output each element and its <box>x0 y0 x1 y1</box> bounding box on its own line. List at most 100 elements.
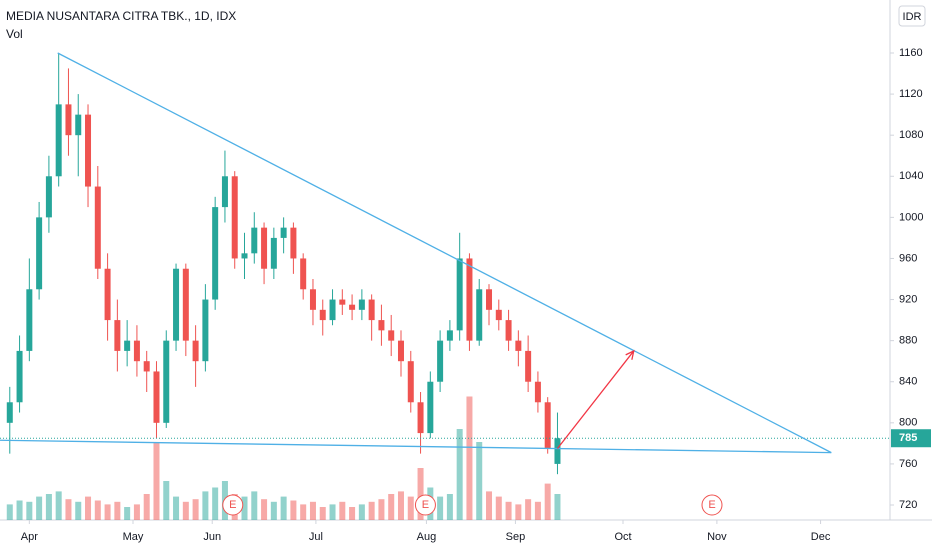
volume-bar <box>104 504 111 520</box>
volume-bar <box>554 494 561 520</box>
chart-title: MEDIA NUSANTARA CITRA TBK., 1D, IDX <box>6 9 236 23</box>
candle-body <box>456 258 463 331</box>
volume-bar <box>349 507 356 520</box>
trend-line <box>0 439 832 454</box>
volume-bar <box>280 496 287 520</box>
trend-line <box>57 52 832 454</box>
arrow-head <box>625 349 635 360</box>
candle-body <box>437 340 444 382</box>
volume-bar <box>55 491 62 520</box>
x-tick-label: May <box>123 531 144 543</box>
candle-body <box>65 104 72 136</box>
volume-bar <box>163 481 170 520</box>
volume-bar <box>339 501 346 520</box>
volume-bar <box>261 499 268 520</box>
candle-body <box>407 361 414 403</box>
volume-label: Vol <box>6 27 23 41</box>
candle-body <box>290 227 297 259</box>
x-tick-label: Sep <box>506 531 526 543</box>
volume-bar <box>133 504 140 520</box>
event-marker <box>414 494 436 516</box>
candle-body <box>427 381 434 434</box>
candle-body <box>476 289 483 341</box>
candle-body <box>378 320 385 331</box>
candle-body <box>495 309 502 321</box>
candle-body <box>554 438 561 464</box>
currency[interactable]: IDR <box>903 11 922 23</box>
candle-body <box>544 402 551 449</box>
volume-bar <box>407 496 414 520</box>
trend-line <box>556 350 635 449</box>
volume-bar <box>192 499 199 520</box>
last-price-label: 785 <box>899 432 917 444</box>
y-tick-label: 1120 <box>899 88 923 100</box>
y-tick-label: 800 <box>899 417 917 429</box>
volume-bar <box>45 494 52 520</box>
candle-body <box>153 371 160 423</box>
candle-body <box>202 299 209 362</box>
x-tick-label: Aug <box>417 531 437 543</box>
candle-body <box>397 340 404 362</box>
candle-body <box>192 340 199 362</box>
volume-bar <box>515 504 522 520</box>
candle-body <box>45 176 52 218</box>
volume-bar <box>358 504 365 520</box>
candle-body <box>319 309 326 321</box>
candle-body <box>133 340 140 362</box>
candle-body <box>182 268 189 341</box>
volume-bar <box>397 491 404 520</box>
candle-body <box>417 402 424 434</box>
candle-body <box>251 227 258 254</box>
volume-bar <box>388 494 395 520</box>
candle-body <box>36 217 43 290</box>
x-tick-label: Apr <box>21 531 38 543</box>
candle-body <box>104 268 111 321</box>
event-marker <box>701 494 723 516</box>
volume-bar <box>153 442 160 520</box>
volume-bar <box>290 500 297 520</box>
candle-body <box>16 350 23 403</box>
candle-body <box>85 114 92 187</box>
currency-box[interactable] <box>898 5 926 27</box>
x-tick-label: Jun <box>203 531 221 543</box>
volume-bar <box>36 496 43 520</box>
candle-body <box>505 320 512 341</box>
candle-body <box>515 340 522 351</box>
volume-bar <box>525 499 532 520</box>
volume-bar <box>417 468 424 520</box>
volume-bar <box>300 504 307 520</box>
volume-bar <box>544 483 551 520</box>
volume-bar <box>270 501 277 520</box>
candle-body <box>221 176 228 208</box>
y-tick-label: 960 <box>899 252 917 264</box>
x-tick-label: Oct <box>614 531 631 543</box>
candle-body <box>6 402 13 423</box>
y-tick-label: 1160 <box>899 47 923 59</box>
candle-body <box>466 258 473 341</box>
volume-bar <box>251 491 258 520</box>
candle-body <box>94 186 101 269</box>
volume-bar <box>534 501 541 520</box>
volume-bar <box>143 494 150 520</box>
candle-body <box>534 381 541 403</box>
candle-body <box>55 104 62 177</box>
candle-body <box>368 299 375 321</box>
candle-body <box>270 237 277 269</box>
candle-body <box>124 340 131 351</box>
volume-bar <box>495 496 502 520</box>
volume-bar <box>446 494 453 520</box>
candle-body <box>241 253 248 259</box>
volume-bar <box>486 491 493 520</box>
volume-bar <box>173 496 180 520</box>
volume-bar <box>65 499 72 520</box>
candle-body <box>173 268 180 341</box>
volume-bar <box>309 501 316 520</box>
y-tick-label: 840 <box>899 376 917 388</box>
y-tick-label: 720 <box>899 499 917 511</box>
candle-body <box>446 330 453 341</box>
y-tick-label: 1080 <box>899 129 923 141</box>
volume-bar <box>466 396 473 520</box>
volume-bar <box>437 496 444 520</box>
